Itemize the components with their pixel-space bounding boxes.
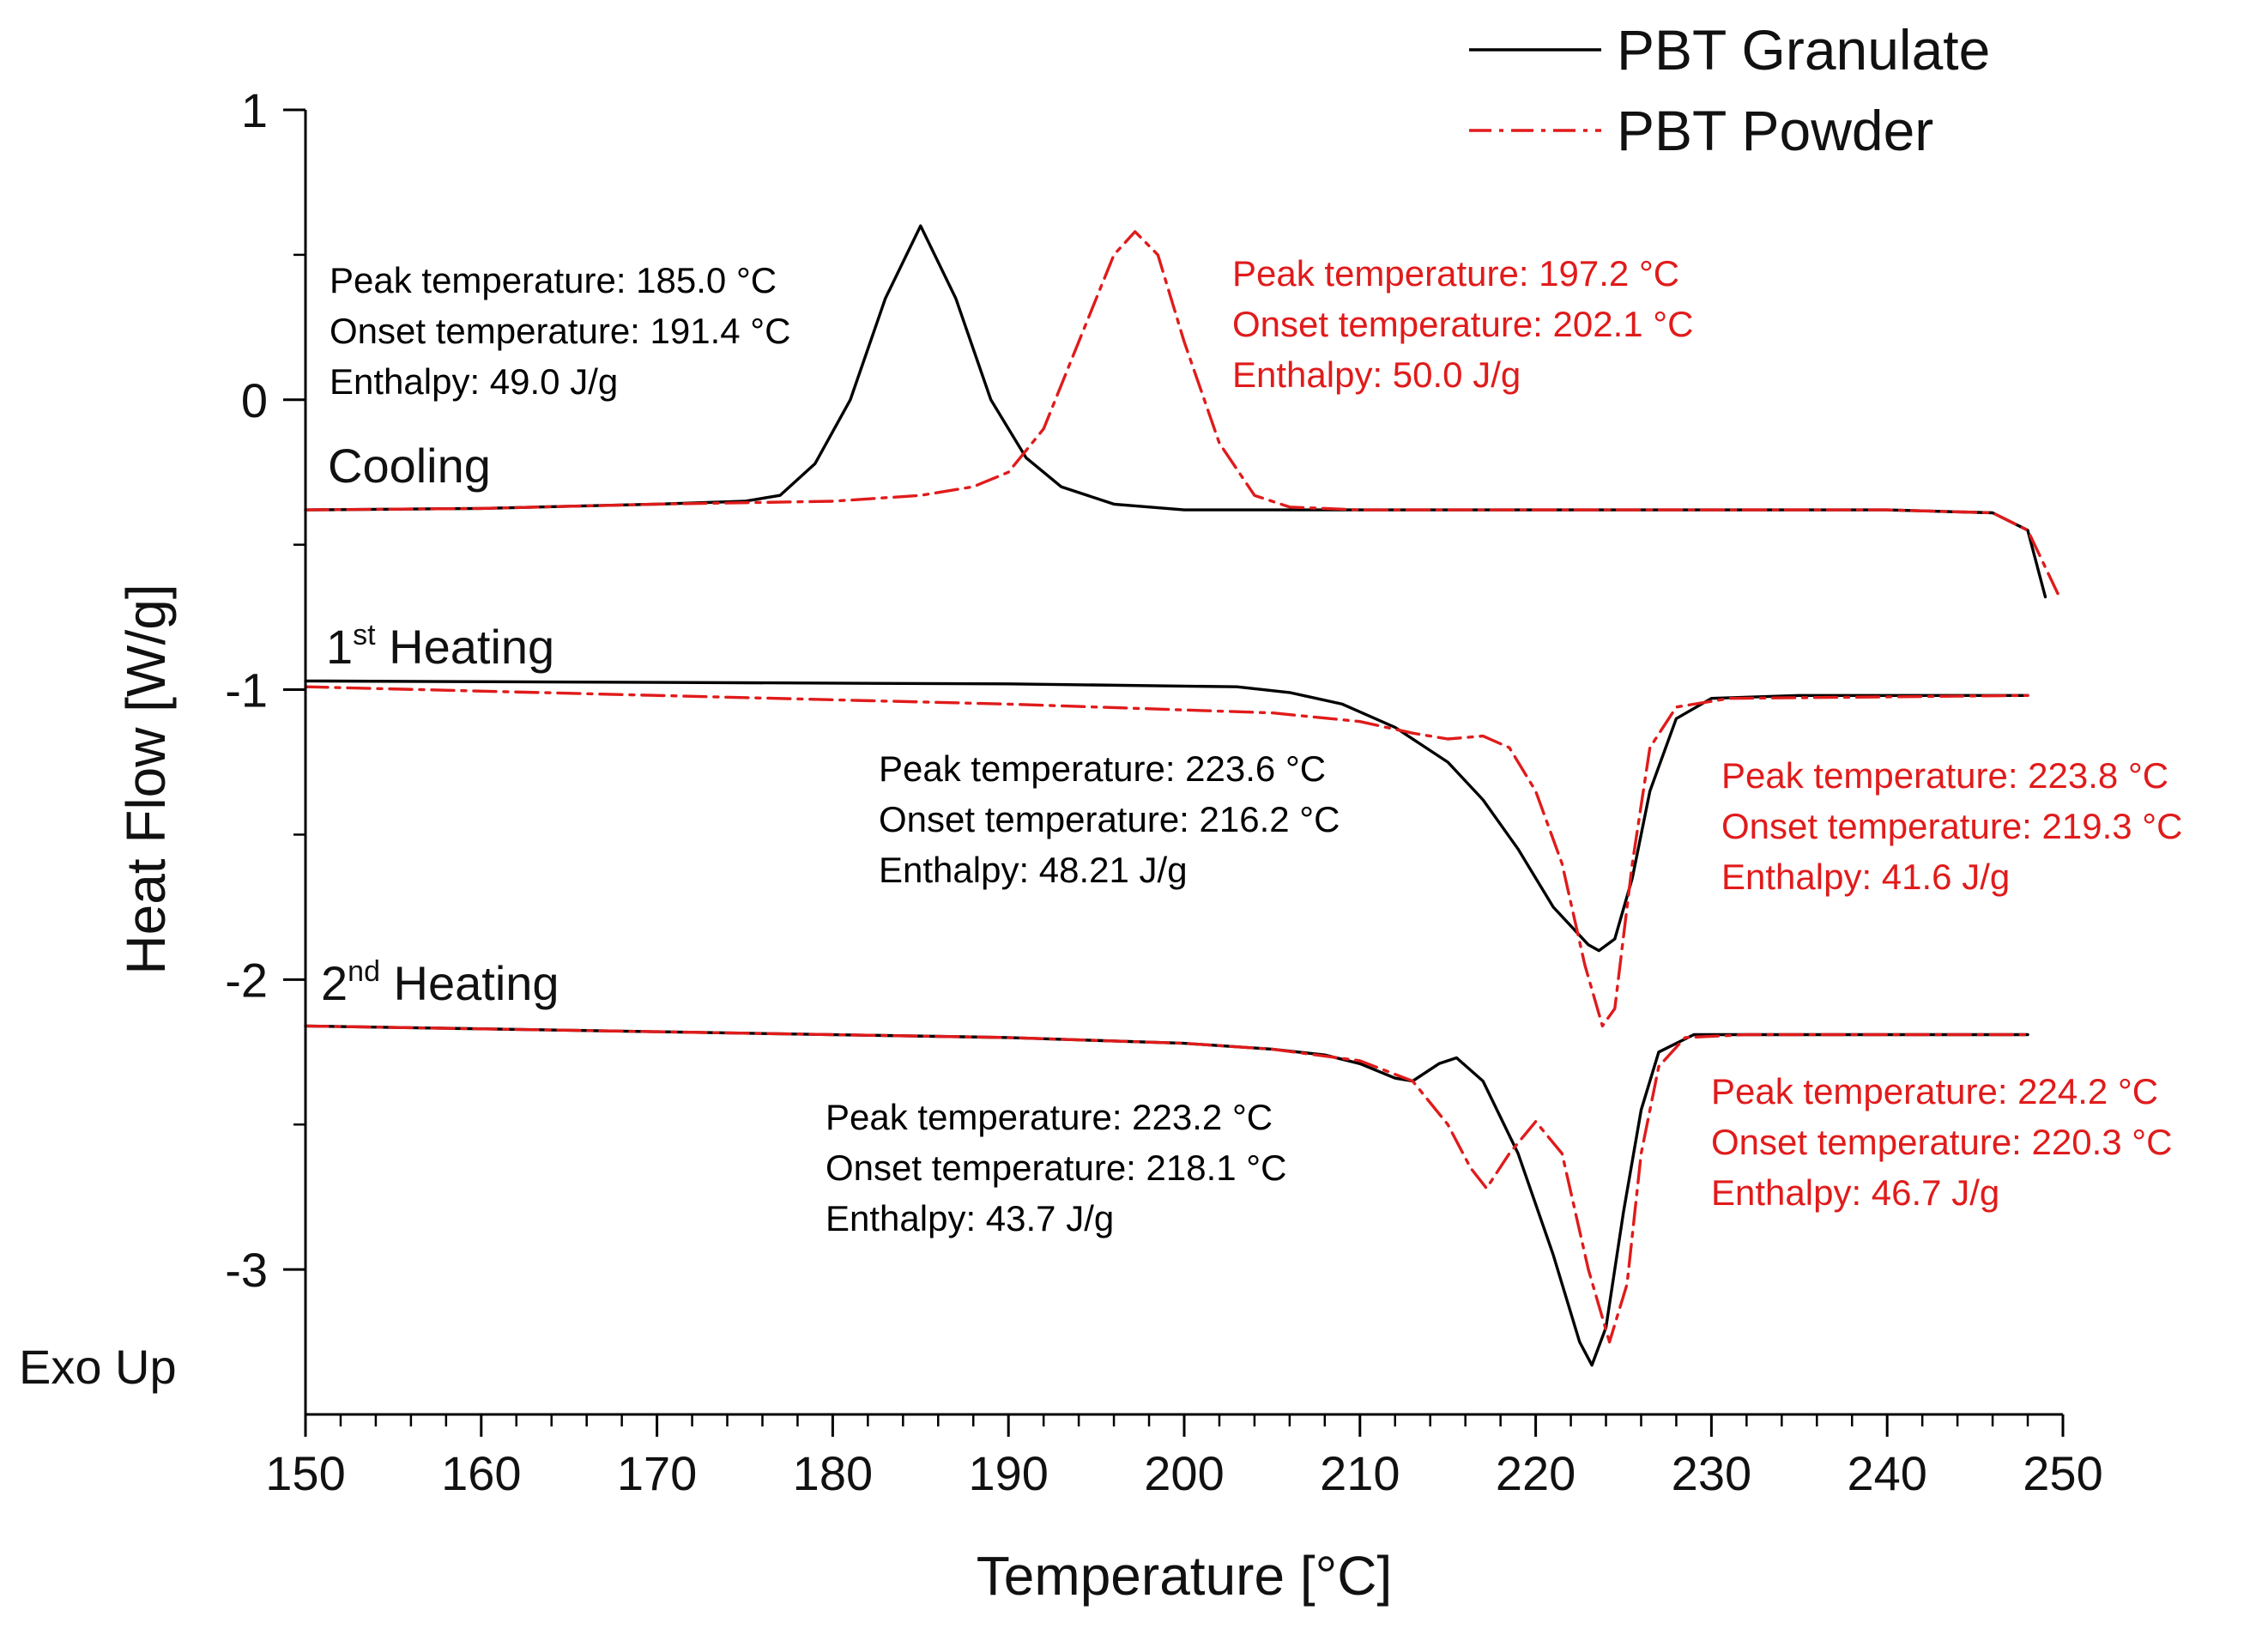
annotation-line: Peak temperature: 185.0 °C	[330, 260, 777, 300]
annotation-line: Peak temperature: 223.8 °C	[1721, 755, 2168, 796]
x-tick-label: 230	[1672, 1446, 1751, 1500]
annotation-line: Onset temperature: 218.1 °C	[826, 1148, 1286, 1188]
annotation-1st-heating-pbt-granulate: Peak temperature: 223.6 °C Onset temperat…	[879, 748, 1340, 890]
x-tick-label: 250	[2023, 1446, 2102, 1500]
annotation-line: Peak temperature: 224.2 °C	[1711, 1071, 2158, 1111]
legend-label-pbt-powder: PBT Powder	[1617, 99, 1933, 162]
x-tick-label: 180	[793, 1446, 873, 1500]
annotation-line: Onset temperature: 219.3 °C	[1721, 806, 2182, 846]
annotation-line: Enthalpy: 41.6 J/g	[1721, 857, 2010, 897]
y-tick-label: -3	[225, 1243, 268, 1297]
series-line-pbt-powder-2nd-heating	[304, 1024, 2029, 1344]
series-layer	[304, 224, 2061, 1367]
y-tick-label: 1	[241, 83, 268, 137]
x-axis-title: Temperature [°C]	[977, 1545, 1392, 1607]
annotation-cooling-pbt-powder: Peak temperature: 197.2 °C Onset temperat…	[1232, 253, 1693, 395]
y-tick-label: 0	[241, 373, 268, 427]
annotation-line: Enthalpy: 48.21 J/g	[879, 850, 1188, 890]
x-tick-label: 160	[441, 1446, 521, 1500]
series-line-pbt-granulate-1st-heating	[304, 679, 2029, 953]
annotation-line: Peak temperature: 197.2 °C	[1232, 253, 1679, 294]
legend-label-pbt-granulate: PBT Granulate	[1617, 18, 1990, 82]
x-tick-label: 150	[265, 1446, 345, 1500]
x-tick-label: 170	[617, 1446, 697, 1500]
annotation-1st-heating-pbt-powder: Peak temperature: 223.8 °C Onset temperat…	[1721, 755, 2182, 897]
annotation-line: Onset temperature: 220.3 °C	[1711, 1122, 2172, 1162]
annotation-2nd-heating-pbt-powder: Peak temperature: 224.2 °C Onset temperat…	[1711, 1071, 2172, 1213]
legend: PBT Granulate PBT Powder	[1469, 18, 1990, 162]
annotation-line: Onset temperature: 202.1 °C	[1232, 304, 1693, 344]
annotation-line: Onset temperature: 191.4 °C	[330, 311, 790, 351]
segment-label-3: 2nd Heating	[321, 955, 559, 1010]
annotation-2nd-heating-pbt-granulate: Peak temperature: 223.2 °C Onset temperat…	[826, 1097, 1286, 1238]
x-tick-label: 190	[968, 1446, 1048, 1500]
annotation-cooling-pbt-granulate: Peak temperature: 185.0 °C Onset temperat…	[330, 260, 790, 402]
text-layer: Exo Up Cooling 1st Heating 2nd Heating Peak …	[19, 253, 2182, 1394]
axes-layer: 150 160 170 180 190 200 210 220 230 240 250 1 0 -1 -2 -…	[115, 83, 2103, 1607]
exo-up-label: Exo Up	[19, 1340, 177, 1394]
y-tick-label: -1	[225, 663, 268, 718]
annotation-line: Enthalpy: 49.0 J/g	[330, 361, 618, 402]
annotation-line: Peak temperature: 223.2 °C	[826, 1097, 1273, 1137]
y-axis-title: Heat Flow [W/g]	[115, 584, 177, 974]
annotation-line: Onset temperature: 216.2 °C	[879, 799, 1340, 839]
segment-label-2: 1st Heating	[326, 619, 554, 674]
x-tick-label: 240	[1847, 1446, 1926, 1500]
series-line-pbt-powder-1st-heating	[304, 685, 2029, 1028]
annotation-line: Enthalpy: 46.7 J/g	[1711, 1172, 1999, 1213]
x-tick-label: 210	[1320, 1446, 1400, 1500]
series-line-pbt-powder-cooling	[304, 230, 2061, 599]
y-tick-label: -2	[225, 953, 268, 1007]
annotation-line: Enthalpy: 43.7 J/g	[826, 1198, 1114, 1238]
annotation-line: Enthalpy: 50.0 J/g	[1232, 354, 1521, 395]
x-tick-label: 200	[1144, 1446, 1224, 1500]
x-tick-label: 220	[1496, 1446, 1576, 1500]
segment-label-1: Cooling	[328, 439, 491, 493]
annotation-line: Peak temperature: 223.6 °C	[879, 748, 1326, 789]
